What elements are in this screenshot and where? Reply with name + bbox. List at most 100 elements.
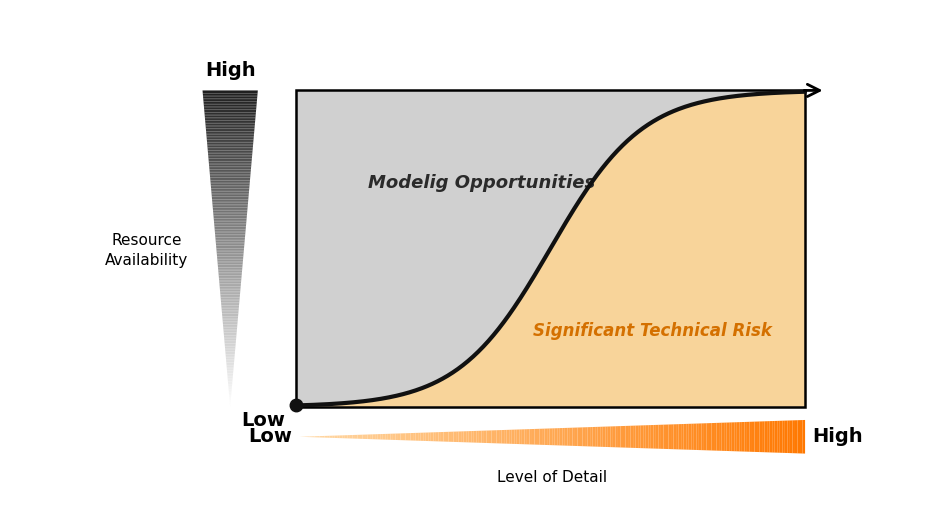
Polygon shape (319, 436, 322, 437)
Polygon shape (327, 436, 330, 438)
Polygon shape (217, 253, 243, 255)
Polygon shape (212, 201, 248, 203)
Polygon shape (623, 426, 625, 448)
Polygon shape (221, 296, 239, 297)
Polygon shape (555, 428, 557, 445)
Polygon shape (433, 432, 436, 441)
Polygon shape (464, 431, 466, 443)
Polygon shape (347, 435, 350, 438)
Text: Low: Low (248, 427, 292, 446)
Polygon shape (625, 426, 628, 448)
Polygon shape (228, 382, 232, 383)
Polygon shape (509, 430, 512, 444)
Polygon shape (206, 128, 254, 130)
Polygon shape (542, 428, 545, 445)
Polygon shape (712, 423, 714, 450)
Polygon shape (229, 396, 231, 397)
Polygon shape (697, 423, 699, 450)
Polygon shape (222, 309, 239, 310)
Polygon shape (790, 420, 793, 453)
Polygon shape (671, 424, 673, 449)
Text: Significant Technical Risk: Significant Technical Risk (532, 322, 772, 340)
Polygon shape (360, 435, 362, 439)
Polygon shape (454, 432, 456, 442)
Polygon shape (221, 301, 239, 302)
Polygon shape (330, 436, 332, 438)
Polygon shape (757, 422, 760, 452)
Polygon shape (545, 428, 547, 445)
Polygon shape (501, 430, 504, 444)
Polygon shape (704, 423, 706, 450)
Polygon shape (206, 127, 254, 128)
Polygon shape (217, 255, 243, 256)
Polygon shape (222, 314, 239, 315)
Polygon shape (552, 428, 555, 445)
Polygon shape (350, 435, 352, 438)
Polygon shape (224, 345, 236, 347)
Polygon shape (203, 90, 258, 92)
Polygon shape (532, 429, 534, 445)
Text: Modelig Opportunities: Modelig Opportunities (367, 174, 595, 191)
Polygon shape (215, 238, 245, 239)
Polygon shape (219, 279, 241, 280)
Polygon shape (332, 436, 334, 438)
Polygon shape (296, 90, 805, 406)
Polygon shape (658, 425, 661, 449)
Polygon shape (562, 428, 565, 446)
Polygon shape (211, 193, 249, 195)
Polygon shape (337, 435, 340, 438)
Text: High: High (205, 61, 255, 81)
Polygon shape (219, 277, 241, 279)
Polygon shape (213, 209, 248, 211)
Polygon shape (208, 160, 252, 162)
Polygon shape (800, 420, 803, 453)
Polygon shape (628, 426, 631, 448)
Polygon shape (749, 422, 752, 452)
Polygon shape (767, 421, 770, 452)
Polygon shape (416, 433, 418, 441)
Polygon shape (469, 431, 471, 443)
Polygon shape (210, 179, 250, 180)
Polygon shape (362, 435, 365, 439)
Polygon shape (724, 423, 727, 451)
Polygon shape (225, 348, 236, 350)
Polygon shape (479, 431, 482, 443)
Polygon shape (742, 422, 745, 451)
Polygon shape (466, 431, 469, 443)
Polygon shape (205, 121, 255, 122)
Polygon shape (215, 235, 245, 236)
Text: Resource
Availability: Resource Availability (105, 233, 188, 268)
Polygon shape (208, 159, 252, 160)
Polygon shape (408, 433, 410, 440)
Polygon shape (212, 197, 249, 198)
Bar (296, 90, 805, 407)
Polygon shape (223, 321, 238, 323)
Polygon shape (334, 436, 337, 438)
Polygon shape (206, 125, 254, 127)
Polygon shape (681, 424, 684, 450)
Polygon shape (621, 426, 623, 448)
Polygon shape (317, 436, 319, 437)
Polygon shape (731, 422, 734, 451)
Polygon shape (770, 421, 772, 452)
Polygon shape (215, 231, 245, 233)
Polygon shape (610, 426, 613, 447)
Polygon shape (779, 421, 782, 453)
Polygon shape (451, 432, 454, 442)
Polygon shape (206, 124, 254, 125)
Polygon shape (222, 310, 239, 312)
Polygon shape (229, 389, 232, 391)
Polygon shape (352, 435, 355, 439)
Polygon shape (441, 432, 443, 441)
Polygon shape (218, 263, 243, 264)
Polygon shape (217, 258, 243, 259)
Polygon shape (494, 430, 497, 444)
Polygon shape (803, 420, 805, 453)
Polygon shape (213, 211, 247, 212)
Polygon shape (205, 116, 255, 118)
Polygon shape (208, 154, 253, 155)
Polygon shape (224, 344, 236, 345)
Polygon shape (654, 425, 655, 449)
Polygon shape (203, 95, 257, 97)
Text: Low: Low (241, 411, 285, 430)
